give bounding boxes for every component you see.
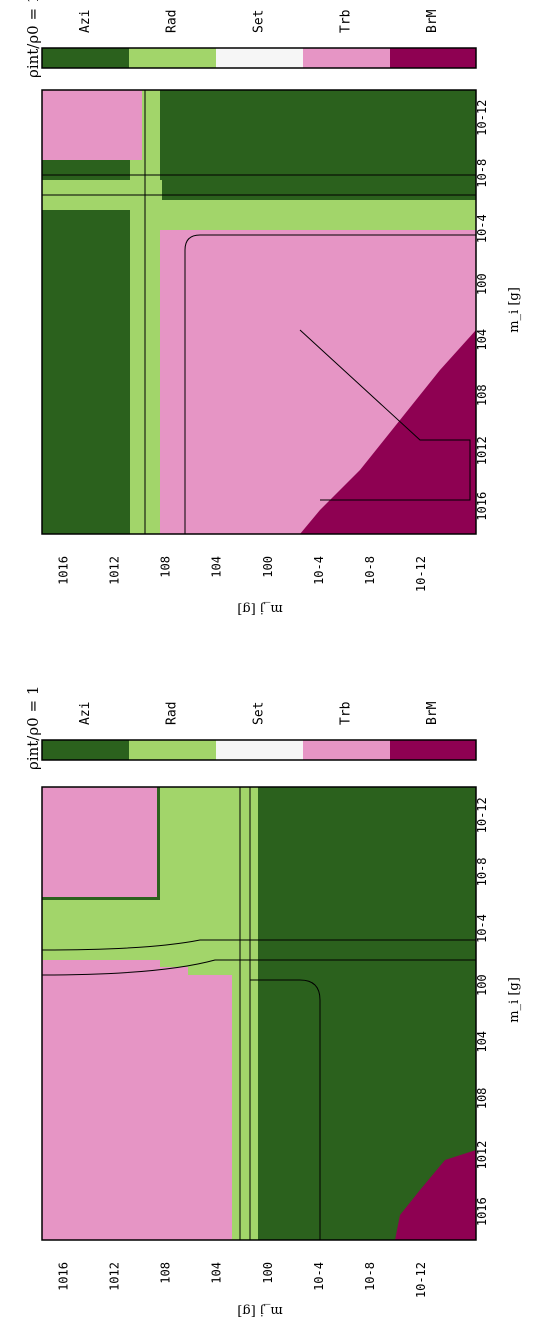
x-tick-labels-b: 10-12 10-8 10-4 100 104 108 1012 1016 [475, 100, 489, 521]
heatmap-area-b [42, 90, 476, 534]
panel-title-a: ρint/ρ0 = 1 [24, 686, 42, 770]
colorbar-frame-b [41, 47, 477, 69]
colorbar-swatch-set-b [216, 48, 303, 68]
legend-label-trb: Trb [338, 701, 353, 725]
panel-rho-1e-4: Azi Rad Set Trb BrM ρint/ρ0 = 10−4 10-12 10-8… [24, 0, 522, 616]
y-tick-label: 10-12 [414, 1262, 428, 1298]
region-azi-b2 [150, 90, 476, 185]
legend-label-set: Set [252, 702, 267, 725]
x-tick-label: 108 [475, 1088, 489, 1110]
y-tick-label: 1012 [108, 1262, 122, 1291]
x-tick-label: 10-4 [475, 214, 489, 243]
y-tick-label: 1012 [108, 556, 122, 585]
y-tick-label: 1016 [57, 1262, 71, 1291]
x-tick-label: 10-12 [475, 797, 489, 833]
x-tick-label: 104 [475, 329, 489, 351]
heatmap-area-a [42, 787, 476, 1240]
y-tick-label: 100 [261, 556, 275, 578]
contour-a1 [42, 939, 476, 951]
y-tick-label: 104 [210, 556, 224, 578]
contour-a2 [42, 959, 476, 976]
y-tick-label: 10-8 [363, 556, 377, 585]
y-tick-labels-a: 1016 1012 108 104 100 10-4 10-8 10-12 [57, 1262, 428, 1298]
y-tick-label: 10-4 [312, 556, 326, 585]
region-brm-b [300, 330, 476, 534]
y-tick-label: 10-4 [312, 1262, 326, 1291]
x-tick-label: 10-4 [475, 914, 489, 943]
region-trb-a3 [42, 787, 157, 897]
plot-frame-b [41, 89, 477, 535]
legend-label-set: Set [252, 10, 267, 33]
legend-label-azi: Azi [78, 10, 93, 33]
panel-rho-1: Azi Rad Set Trb BrM ρint/ρ0 = 1 10-1210-810-… [24, 686, 522, 1318]
x-tick-label: 1012 [475, 436, 489, 465]
y-tick-label: 10-12 [414, 556, 428, 592]
colorbar-swatch-set-a [216, 740, 303, 760]
legend-label-rad: Rad [165, 10, 180, 33]
y-tick-label: 10-8 [363, 1262, 377, 1291]
colorbar-swatch-trb-b [303, 48, 390, 68]
x-tick-label: 10-12 [475, 100, 489, 136]
x-tick-label: 1016 [475, 1197, 489, 1226]
x-tick-label: 1016 [475, 492, 489, 521]
y-tick-label: 104 [210, 1262, 224, 1284]
x-tick-label: 104 [475, 1031, 489, 1053]
x-tick-label: 100 [475, 273, 489, 295]
colorbar-swatch-azi-b [42, 48, 129, 68]
panel-title-b: ρint/ρ0 = 10−4 [24, 0, 42, 78]
legend-label-brm: BrM [425, 701, 440, 725]
y-axis-label-a: m_j [g] [237, 1303, 282, 1318]
x-tick-labels-a: 10-12 10-8 10-4 100 104 108 1012 1016 [475, 797, 489, 1226]
y-axis-label-b: m_j [g] [237, 601, 282, 616]
colorbar-a [41, 739, 477, 761]
contour-b5 [299, 329, 471, 501]
x-tick-label: 10-8 [475, 857, 489, 886]
region-trb-b3 [42, 90, 142, 160]
contour-b4 [184, 234, 476, 534]
y-tick-label: 1016 [57, 556, 71, 585]
colorbar-swatch-trb-a [303, 740, 390, 760]
y-tick-labels-b: 1016 1012 108 104 100 10-4 10-8 10-12 [57, 556, 428, 592]
colorbar-swatch-rad-b [129, 48, 216, 68]
colorbar-swatch-brm-b [390, 48, 476, 68]
legend-label-azi: Azi [78, 702, 93, 725]
y-tick-label: 100 [261, 1262, 275, 1284]
colorbar-swatch-brm-a [390, 740, 476, 760]
colorbar-b [41, 47, 477, 69]
colorbar-labels-a: Azi Rad Set Trb BrM [78, 701, 440, 725]
region-brm-a [395, 1150, 476, 1240]
x-tick-label: 10-8 [475, 159, 489, 188]
x-tick-label: 100 [475, 974, 489, 996]
legend-label-rad: Rad [165, 702, 180, 725]
colorbar-swatch-rad-a [129, 740, 216, 760]
plot-frame-a [41, 786, 477, 1241]
colorbar-frame-a [41, 739, 477, 761]
x-axis-label-b: m_i [g] [507, 287, 522, 333]
x-tick-label: 1012 [475, 1141, 489, 1170]
x-tick-label: 108 [475, 384, 489, 406]
legend-label-trb: Trb [338, 9, 353, 33]
region-rad-b3 [150, 200, 476, 230]
y-tick-label: 108 [159, 1262, 173, 1284]
colorbar-labels-b: Azi Rad Set Trb BrM [78, 9, 440, 33]
contour-a5 [250, 979, 321, 1240]
colorbar-swatch-azi-a [42, 740, 129, 760]
y-tick-label: 108 [159, 556, 173, 578]
legend-label-brm: BrM [425, 9, 440, 33]
region-azi-b4 [42, 200, 132, 534]
region-trb-a2 [42, 975, 232, 1240]
x-axis-label-a: m_i [g] [507, 977, 522, 1023]
